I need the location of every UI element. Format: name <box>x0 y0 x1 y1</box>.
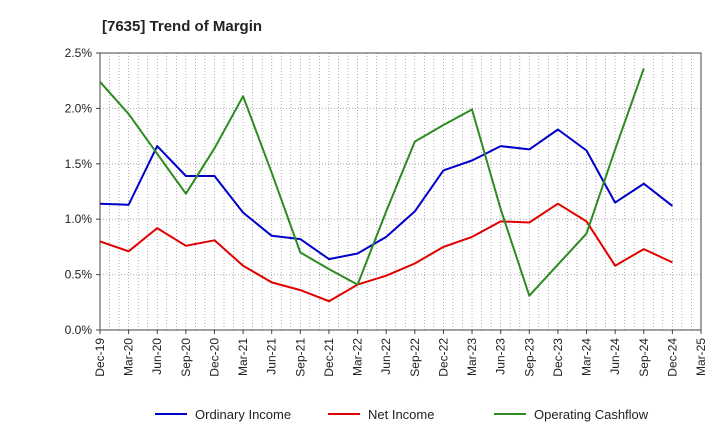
x-tick-label: Dec-22 <box>436 338 450 377</box>
x-tick-label: Dec-21 <box>322 338 336 377</box>
x-tick-label: Sep-20 <box>179 338 193 377</box>
y-tick-label: 2.5% <box>65 46 93 60</box>
x-tick-label: Sep-23 <box>522 338 536 377</box>
x-tick-label: Sep-22 <box>408 338 422 377</box>
x-tick-label: Sep-24 <box>637 338 651 377</box>
series-layer <box>99 68 674 303</box>
x-tick-label: Jun-24 <box>608 338 622 375</box>
x-tick-label: Jun-23 <box>494 338 508 375</box>
x-axis: Dec-19 Mar-20 Jun-20 Sep-20 Dec-20 Mar-21 Jun-… <box>93 330 708 377</box>
x-tick-label: Mar-24 <box>580 338 594 376</box>
series-line-ordinary-income <box>99 128 674 261</box>
x-tick-label: Mar-22 <box>351 338 365 376</box>
x-tick-label: Sep-21 <box>293 338 307 377</box>
x-tick-label: Dec-20 <box>207 338 221 377</box>
y-tick-label: 0.0% <box>65 323 93 337</box>
legend-label-ordinary-income: Ordinary Income <box>195 407 291 422</box>
x-tick-label: Jun-21 <box>265 338 279 375</box>
y-axis: 0.0% 0.5% 1.0% 1.5% 2.0% 2.5% <box>65 46 100 337</box>
chart-title: [7635] Trend of Margin <box>102 18 262 35</box>
x-tick-label: Mar-20 <box>122 338 136 376</box>
x-tick-label: Jun-22 <box>379 338 393 375</box>
grid-layer <box>100 52 701 330</box>
series-line-operating-cashflow <box>99 68 645 297</box>
y-tick-label: 1.0% <box>65 212 93 226</box>
plot-border <box>99 52 702 331</box>
legend-label-net-income: Net Income <box>368 407 434 422</box>
x-tick-label: Dec-24 <box>665 338 679 377</box>
x-tick-label: Mar-23 <box>465 338 479 376</box>
x-tick-label: Mar-21 <box>236 338 250 376</box>
x-tick-label: Jun-20 <box>150 338 164 375</box>
y-tick-label: 2.0% <box>65 101 93 115</box>
plot-frame <box>99 52 702 331</box>
y-tick-label: 1.5% <box>65 157 93 171</box>
x-tick-label: Dec-19 <box>93 338 107 377</box>
x-tick-label: Dec-23 <box>551 338 565 377</box>
legend: Ordinary Income Net Income Operating Cashf… <box>155 407 649 422</box>
y-tick-label: 0.5% <box>65 268 93 282</box>
series-line-net-income <box>99 202 673 303</box>
legend-label-operating-cashflow: Operating Cashflow <box>534 407 649 422</box>
x-tick-label: Mar-25 <box>694 338 708 376</box>
